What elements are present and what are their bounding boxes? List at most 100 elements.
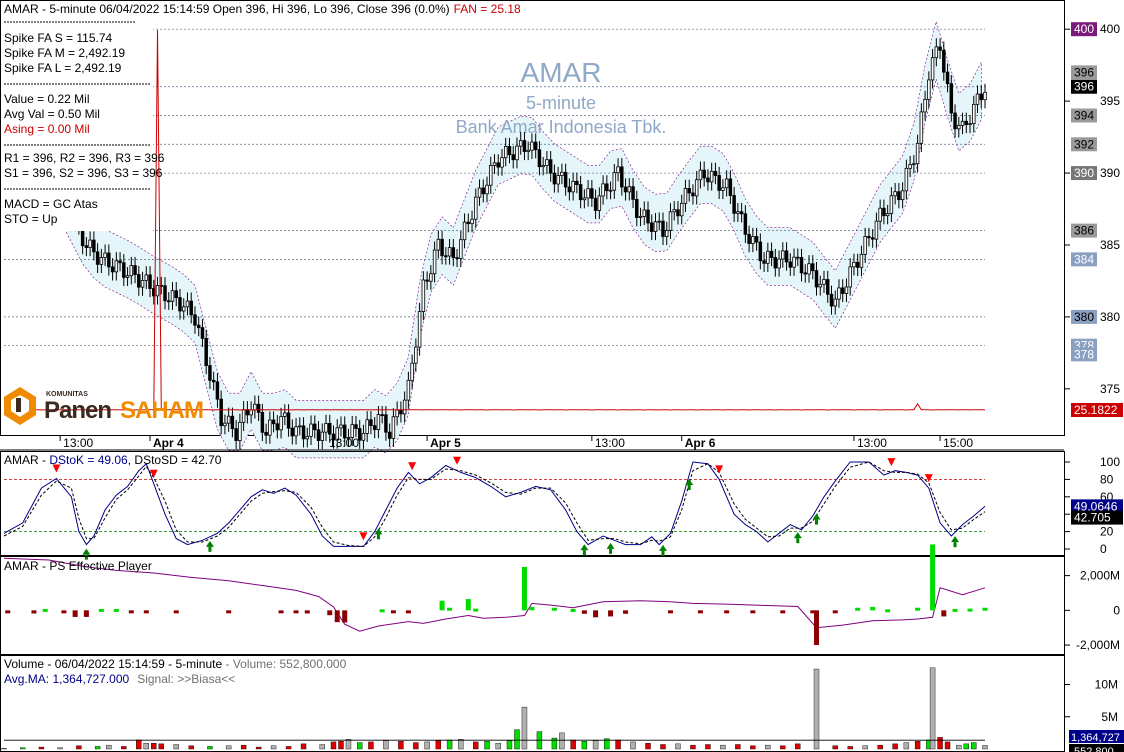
candle-body (762, 260, 766, 264)
price-candle (455, 248, 459, 268)
dstosd-badge-label: 42.705 (1074, 511, 1111, 525)
price-badge-label: 386 (1074, 224, 1094, 238)
ps-bar (855, 607, 861, 611)
price-badge-label: 390 (1074, 166, 1094, 180)
candle-body (211, 379, 216, 383)
price-badge (1071, 223, 1097, 238)
price-candle (537, 141, 542, 176)
price-candle (799, 248, 804, 282)
candle-body (268, 419, 272, 436)
candle-body (631, 186, 635, 200)
candle-body (503, 146, 508, 159)
price-pane[interactable]: AMAR 5-minute Bank Amar Indonesia Tbk. K… (0, 0, 1065, 459)
ps-pane-border (0, 556, 1065, 655)
price-candle (631, 178, 635, 209)
price-candle (597, 187, 602, 220)
volume-bar (383, 740, 389, 750)
volume-bar (188, 745, 194, 750)
candle-body (657, 220, 661, 223)
candle-body (107, 252, 111, 268)
price-candle (462, 213, 467, 249)
price-candle (945, 63, 950, 93)
candle-body (586, 188, 590, 199)
candle-body (743, 213, 748, 235)
candle-body (638, 216, 643, 218)
candle-body (972, 103, 976, 125)
candle-body (200, 327, 205, 339)
candle-body (196, 324, 201, 329)
candle-body (616, 166, 620, 174)
candle-body (848, 266, 852, 288)
price-candle (181, 298, 186, 320)
candle-body (979, 93, 983, 101)
candle-body (264, 431, 268, 436)
candle-body (664, 229, 669, 237)
volume-pane[interactable]: Volume - 06/04/2022 15:14:59 - 5-minute … (0, 655, 1124, 752)
price-candle (432, 241, 437, 283)
candle-body (840, 287, 845, 294)
price-candle (163, 277, 167, 310)
candle-body (957, 125, 961, 130)
volume-bar (506, 740, 513, 750)
price-candle (541, 156, 545, 176)
price-candle (118, 252, 122, 272)
candle-body (915, 142, 920, 165)
candle-body (818, 283, 822, 288)
price-candle (560, 163, 564, 185)
price-candle (185, 292, 190, 316)
candle-body (455, 257, 459, 260)
spike-fa-s: Spike FA S = 115.74 (4, 31, 113, 45)
ps-bar (72, 610, 78, 617)
price-candle (511, 146, 515, 169)
price-candle (739, 203, 744, 223)
price-candle (848, 258, 852, 296)
volume-bar (604, 738, 610, 750)
price-candle (563, 163, 568, 196)
candle-body (511, 154, 515, 161)
buy-arrow-icon (374, 528, 383, 535)
stochastic-pane[interactable]: AMAR - DStoK = 49.06, DStoSD = 42.70 100… (0, 451, 1124, 560)
ohlc-line: AMAR - 5-minute 06/04/2022 15:14:59 Open… (4, 2, 450, 16)
price-candle (717, 166, 721, 200)
price-candle (92, 231, 96, 261)
price-badge-label: 378 (1074, 347, 1094, 361)
candle-body (811, 263, 815, 272)
candle-body (833, 298, 837, 307)
fan-label: FAN = 25.18 (454, 2, 521, 16)
stochastic-tick-label: 100 (1100, 455, 1120, 469)
price-candle (503, 137, 508, 167)
volume-bar (458, 739, 464, 750)
ps-line (3, 557, 986, 632)
ps-bar (570, 608, 576, 612)
ps-bar (814, 610, 820, 646)
price-candle (174, 282, 178, 307)
candle-body (444, 255, 448, 258)
candle-body (208, 365, 212, 381)
ps-bar (750, 610, 756, 614)
candle-body (305, 435, 310, 440)
price-candle (552, 164, 557, 193)
signal-text: Signal: >>Biasa<< (137, 672, 235, 686)
candle-body (897, 191, 901, 201)
volume-bar (345, 739, 352, 750)
time-axis[interactable]: 13:00 Apr 4 13:00 Apr 5 13:00 Apr 6 13:00 15:00 (0, 436, 1064, 451)
candle-body (298, 425, 302, 428)
volume-bar (255, 746, 262, 750)
price-candle (766, 242, 770, 272)
price-candle (522, 131, 527, 161)
price-candle (496, 154, 500, 176)
price-candle (533, 133, 538, 159)
price-tick-label: 385 (1100, 238, 1120, 252)
volume-bar (832, 745, 838, 750)
volume-info: Avg.MA: 1,364,727.000 Signal: >>Biasa<< (4, 672, 235, 686)
volume-bar (944, 741, 951, 750)
price-candle (949, 75, 954, 122)
price-candle (863, 227, 867, 264)
volume-bar (956, 744, 962, 750)
candle-body (324, 423, 328, 433)
ps-pane[interactable]: AMAR - PS Effective Player 2,000M 0 -2,000… (0, 544, 1121, 655)
fan-series-line (3, 29, 986, 411)
price-candle (518, 131, 523, 155)
candle-body (953, 112, 957, 130)
